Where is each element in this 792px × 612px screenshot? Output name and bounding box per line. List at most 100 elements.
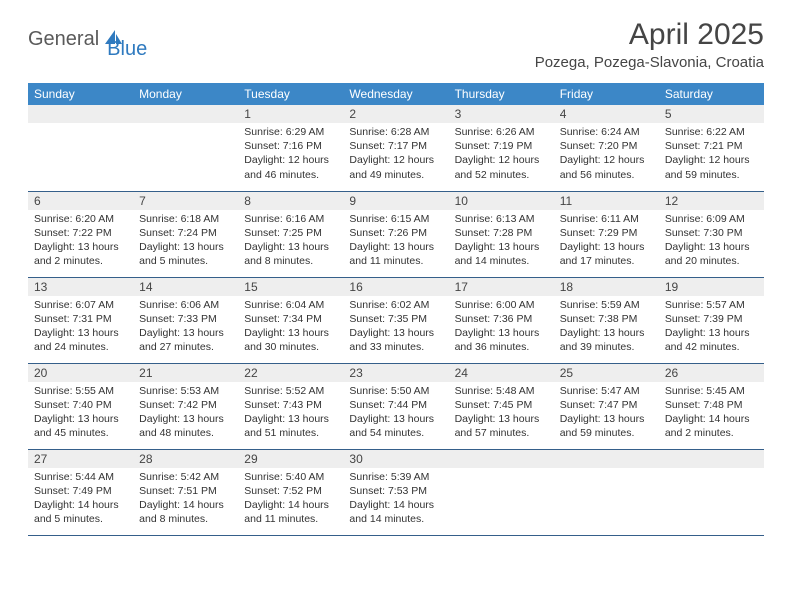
sunrise-text: Sunrise: 5:53 AM [139,384,232,398]
day-details: Sunrise: 6:20 AMSunset: 7:22 PMDaylight:… [28,210,133,273]
sunset-text: Sunset: 7:16 PM [244,139,337,153]
calendar-day-cell: 29Sunrise: 5:40 AMSunset: 7:52 PMDayligh… [238,449,343,535]
day-details: Sunrise: 6:15 AMSunset: 7:26 PMDaylight:… [343,210,448,273]
calendar-day-cell [449,449,554,535]
calendar-day-cell: 23Sunrise: 5:50 AMSunset: 7:44 PMDayligh… [343,363,448,449]
daylight-text: Daylight: 13 hours [244,240,337,254]
empty-day-bar [28,105,133,123]
daylight-text: Daylight: 13 hours [244,412,337,426]
day-number: 16 [343,278,448,296]
calendar-day-cell [133,105,238,191]
sunrise-text: Sunrise: 6:13 AM [455,212,548,226]
day-number: 28 [133,450,238,468]
daylight-text: Daylight: 12 hours [244,153,337,167]
daylight-text: Daylight: 13 hours [34,240,127,254]
day-details: Sunrise: 5:44 AMSunset: 7:49 PMDaylight:… [28,468,133,531]
sunset-text: Sunset: 7:43 PM [244,398,337,412]
daylight-text: Daylight: 13 hours [560,240,653,254]
day-details: Sunrise: 5:48 AMSunset: 7:45 PMDaylight:… [449,382,554,445]
weekday-header: Tuesday [238,83,343,105]
sunset-text: Sunset: 7:25 PM [244,226,337,240]
day-details: Sunrise: 6:04 AMSunset: 7:34 PMDaylight:… [238,296,343,359]
calendar-day-cell: 28 Sunrise: 5:42 AMSunset: 7:51 PMDayligh… [133,449,238,535]
sunset-text: Sunset: 7:17 PM [349,139,442,153]
calendar-day-cell: 30Sunrise: 5:39 AMSunset: 7:53 PMDayligh… [343,449,448,535]
day-number: 6 [28,192,133,210]
day-details: Sunrise: 6:13 AMSunset: 7:28 PMDaylight:… [449,210,554,273]
sunrise-text: Sunrise: 5:40 AM [244,470,337,484]
sunrise-text: Sunrise: 6:09 AM [665,212,758,226]
daylight-text: Daylight: 14 hours [139,498,232,512]
day-number: 5 [659,105,764,123]
daylight-text: and 59 minutes. [665,168,758,182]
daylight-text: Daylight: 13 hours [139,412,232,426]
calendar-week-row: 13Sunrise: 6:07 AMSunset: 7:31 PMDayligh… [28,277,764,363]
sunrise-text: Sunrise: 6:26 AM [455,125,548,139]
brand-logo: General Blue [28,18,147,61]
day-number: 4 [554,105,659,123]
daylight-text: and 33 minutes. [349,340,442,354]
sunset-text: Sunset: 7:20 PM [560,139,653,153]
calendar-day-cell: 4Sunrise: 6:24 AMSunset: 7:20 PMDaylight… [554,105,659,191]
day-details: Sunrise: 5:52 AMSunset: 7:43 PMDaylight:… [238,382,343,445]
calendar-day-cell: 17Sunrise: 6:00 AMSunset: 7:36 PMDayligh… [449,277,554,363]
day-number: 21 [133,364,238,382]
weekday-header: Monday [133,83,238,105]
brand-part2: Blue [107,38,147,61]
day-details: Sunrise: 5:45 AMSunset: 7:48 PMDaylight:… [659,382,764,445]
calendar-week-row: 6Sunrise: 6:20 AMSunset: 7:22 PMDaylight… [28,191,764,277]
calendar-day-cell [659,449,764,535]
sunset-text: Sunset: 7:53 PM [349,484,442,498]
day-number: 7 [133,192,238,210]
daylight-text: and 49 minutes. [349,168,442,182]
calendar-day-cell: 19Sunrise: 5:57 AMSunset: 7:39 PMDayligh… [659,277,764,363]
daylight-text: and 52 minutes. [455,168,548,182]
sunset-text: Sunset: 7:47 PM [560,398,653,412]
calendar-day-cell: 21Sunrise: 5:53 AMSunset: 7:42 PMDayligh… [133,363,238,449]
calendar-week-row: 20Sunrise: 5:55 AMSunset: 7:40 PMDayligh… [28,363,764,449]
day-details: Sunrise: 6:28 AMSunset: 7:17 PMDaylight:… [343,123,448,186]
sunset-text: Sunset: 7:51 PM [139,484,232,498]
sunrise-text: Sunrise: 6:11 AM [560,212,653,226]
daylight-text: and 24 minutes. [34,340,127,354]
sunrise-text: Sunrise: 5:42 AM [139,470,232,484]
sunset-text: Sunset: 7:40 PM [34,398,127,412]
daylight-text: and 57 minutes. [455,426,548,440]
sunrise-text: Sunrise: 5:48 AM [455,384,548,398]
daylight-text: Daylight: 12 hours [560,153,653,167]
day-details: Sunrise: 5:47 AMSunset: 7:47 PMDaylight:… [554,382,659,445]
weekday-header: Friday [554,83,659,105]
daylight-text: Daylight: 13 hours [34,326,127,340]
calendar-day-cell: 3Sunrise: 6:26 AMSunset: 7:19 PMDaylight… [449,105,554,191]
day-number: 3 [449,105,554,123]
sunset-text: Sunset: 7:39 PM [665,312,758,326]
daylight-text: and 8 minutes. [244,254,337,268]
day-number: 24 [449,364,554,382]
calendar-day-cell: 27Sunrise: 5:44 AMSunset: 7:49 PMDayligh… [28,449,133,535]
sunrise-text: Sunrise: 5:57 AM [665,298,758,312]
daylight-text: and 27 minutes. [139,340,232,354]
day-number: 14 [133,278,238,296]
weekday-header: Sunday [28,83,133,105]
daylight-text: Daylight: 12 hours [455,153,548,167]
brand-part1: General [28,28,99,51]
sunrise-text: Sunrise: 5:55 AM [34,384,127,398]
daylight-text: Daylight: 13 hours [139,240,232,254]
calendar-day-cell: 22Sunrise: 5:52 AMSunset: 7:43 PMDayligh… [238,363,343,449]
day-details: Sunrise: 5:50 AMSunset: 7:44 PMDaylight:… [343,382,448,445]
day-number: 2 [343,105,448,123]
sunset-text: Sunset: 7:26 PM [349,226,442,240]
sunset-text: Sunset: 7:31 PM [34,312,127,326]
sunset-text: Sunset: 7:49 PM [34,484,127,498]
title-block: April 2025 Pozega, Pozega-Slavonia, Croa… [535,18,764,71]
daylight-text: and 2 minutes. [34,254,127,268]
weekday-header: Wednesday [343,83,448,105]
daylight-text: and 14 minutes. [349,512,442,526]
weekday-header: Saturday [659,83,764,105]
sunrise-text: Sunrise: 6:06 AM [139,298,232,312]
sunset-text: Sunset: 7:34 PM [244,312,337,326]
day-details: Sunrise: 5:39 AMSunset: 7:53 PMDaylight:… [343,468,448,531]
day-number: 29 [238,450,343,468]
daylight-text: Daylight: 12 hours [349,153,442,167]
daylight-text: and 39 minutes. [560,340,653,354]
